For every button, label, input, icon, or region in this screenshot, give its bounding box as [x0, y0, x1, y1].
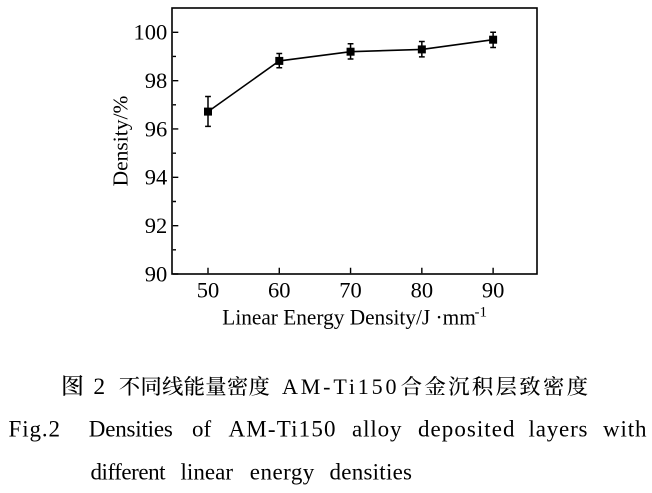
- svg-text:96: 96: [145, 116, 168, 141]
- svg-text:Fig.2: Fig.2: [9, 416, 61, 441]
- svg-text:densities: densities: [330, 459, 413, 484]
- svg-text:60: 60: [268, 278, 291, 303]
- svg-text:90: 90: [145, 261, 168, 286]
- svg-text:94: 94: [145, 165, 168, 190]
- svg-text:layers: layers: [529, 416, 588, 441]
- svg-text:98: 98: [145, 68, 168, 93]
- svg-text:2: 2: [93, 374, 105, 400]
- svg-text:energy: energy: [250, 459, 315, 484]
- svg-text:of: of: [192, 416, 212, 441]
- svg-text:AM-Ti150: AM-Ti150: [229, 416, 336, 441]
- svg-text:different: different: [91, 459, 167, 484]
- svg-text:Density/%: Density/%: [109, 96, 133, 187]
- svg-text:100: 100: [133, 20, 167, 45]
- svg-text:linear: linear: [181, 459, 234, 484]
- svg-text:90: 90: [482, 278, 505, 303]
- svg-text:Linear Energy Density/J ·mm: Linear Energy Density/J ·mm: [222, 304, 475, 329]
- svg-text:with: with: [603, 416, 647, 441]
- svg-text:AM-Ti150: AM-Ti150: [282, 374, 397, 399]
- svg-text:80: 80: [411, 278, 434, 303]
- svg-text:70: 70: [339, 278, 362, 303]
- svg-text:-1: -1: [475, 305, 488, 321]
- svg-text:alloy: alloy: [352, 416, 402, 441]
- svg-text:92: 92: [145, 213, 168, 238]
- svg-text:deposited: deposited: [418, 416, 515, 441]
- svg-text:50: 50: [197, 278, 220, 303]
- svg-text:Densities: Densities: [89, 416, 173, 441]
